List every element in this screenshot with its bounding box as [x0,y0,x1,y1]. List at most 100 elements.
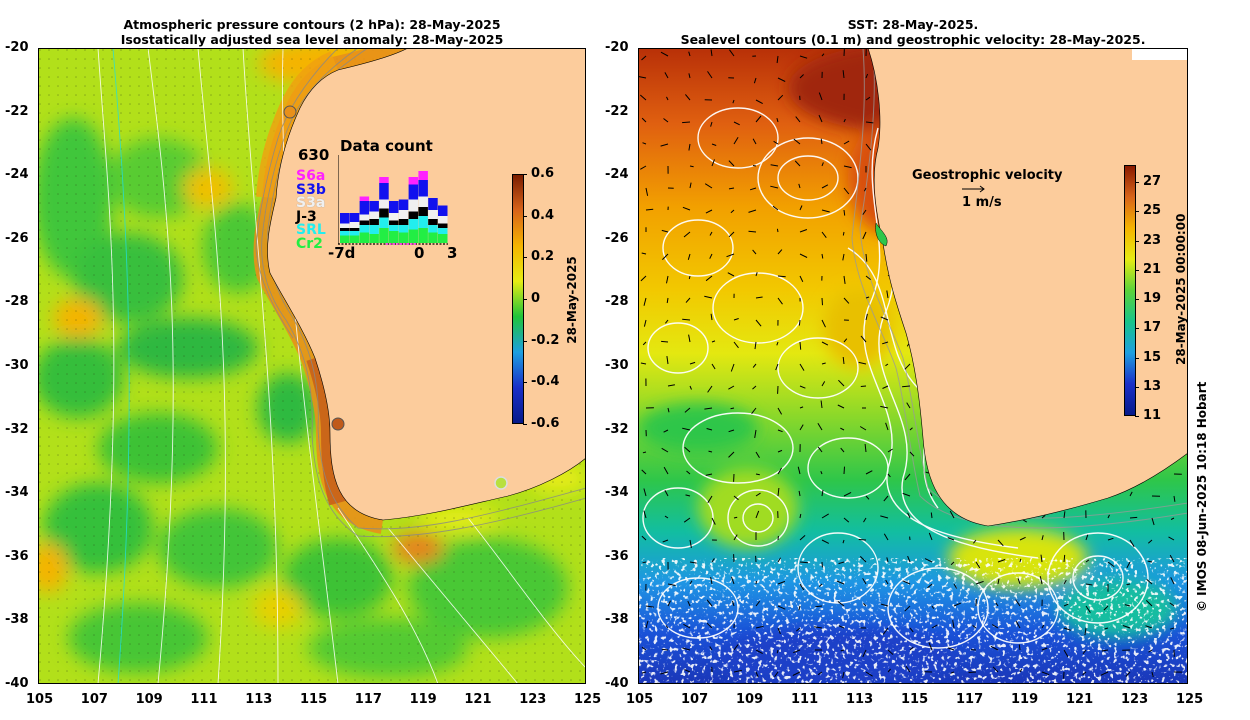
colorbar-tick-label: 25 [1143,203,1162,219]
velocity-vector [689,561,697,564]
latitude-tick-label: -30 [605,358,629,373]
histogram-bar-segment [428,210,438,219]
velocity-vector [733,516,738,519]
velocity-vector [1168,536,1175,541]
velocity-vector [859,556,867,563]
velocity-vector [777,580,786,585]
velocity-vector [642,561,647,564]
histogram-bar-segment [438,234,448,243]
velocity-vector [706,622,713,629]
velocity-vector [821,341,829,346]
tide-gauge-marker [283,105,297,119]
velocity-vector [928,642,933,651]
velocity-vector [792,671,801,676]
longitude-tick-label: 125 [574,692,602,707]
velocity-vector [843,466,845,475]
velocity-vector [821,362,826,365]
longitude-tick-label: 115 [901,692,929,707]
longitude-tick-label: 123 [1121,692,1149,707]
histogram-bar-segment [349,228,360,231]
velocity-vector [707,385,713,393]
velocity-vector [666,356,669,365]
velocity-vector [755,625,764,629]
velocity-vector [1124,604,1131,607]
latitude-tick-label: -40 [5,676,29,691]
velocity-vector [664,490,669,497]
velocity-vector [752,385,757,390]
velocity-vector [688,143,691,151]
velocity-vector [711,558,715,563]
velocity-vector [710,313,713,321]
velocity-vector [821,209,830,213]
copyright-notice: © IMOS 08-Jun-2025 10:18 Hobart [1195,381,1209,612]
velocity-vector [865,313,868,321]
velocity-vector [821,231,827,239]
velocity-vector [902,580,911,585]
histogram-bar-segment [359,196,370,201]
velocity-vector [709,646,713,651]
velocity-vector [818,92,823,101]
velocity-vector [843,491,852,497]
histogram-bar-segment [398,199,409,210]
velocity-vector [821,319,826,328]
velocity-vector [776,55,779,64]
velocity-vector [865,253,868,262]
latitude-tick-label: -28 [5,294,29,310]
histogram-bar-segment [389,231,399,243]
sea-level-anomaly-map [38,48,586,684]
sea-level-colorbar-label: 28-May-2025 [565,256,579,344]
velocity-vector [814,626,823,629]
histogram-bar-segment [408,219,419,230]
velocity-vector [799,535,806,541]
velocity-vector [799,55,808,59]
colorbar-tick-label: 27 [1143,174,1162,189]
longitude-tick-label: 111 [190,692,218,707]
velocity-vector [755,473,760,476]
velocity-vector [1085,559,1090,563]
histogram-bar-segment [408,177,419,185]
velocity-vector [688,73,691,79]
sea-level-anomaly-map-graphic [38,48,586,684]
velocity-vector [755,671,759,678]
velocity-vector [706,599,713,607]
velocity-vector [777,449,783,453]
tide-gauge-marker [331,417,345,431]
right-map-title: SST: 28-May-2025. Sealevel contours (0.1… [638,17,1188,47]
latitude-tick-label: -32 [5,421,29,437]
velocity-vector [732,600,735,607]
velocity-vector [886,290,889,299]
velocity-vector [704,295,713,299]
velocity-vector [972,625,977,629]
velocity-vector [820,400,823,409]
histogram-bar-segment [340,228,350,231]
histogram-bar-segment [349,231,360,236]
histogram-bar-segment [389,213,399,221]
longitude-tick-label: 119 [409,692,437,707]
latitude-tick-label: -20 [605,40,629,55]
histogram-bar-segment [340,231,350,236]
data-count-axis-end: 3 [447,244,458,262]
latitude-tick-label: -26 [605,230,629,246]
velocity-vector [689,361,696,365]
colorbar-tick-label: 0.2 [531,249,555,265]
velocity-vector [930,512,933,519]
colorbar-tick-label: 19 [1143,291,1162,306]
latitude-tick-label: -40 [605,676,629,691]
velocity-vector [777,467,783,475]
velocity-vector [777,627,781,635]
velocity-vector [1145,600,1153,607]
velocity-vector [1063,649,1069,658]
colorbar-tick-mark [1135,357,1139,359]
velocity-vector [728,187,735,190]
histogram-bar-segment [438,223,448,228]
velocity-vector [952,620,955,629]
velocity-vector [667,583,676,586]
velocity-vector [1151,517,1155,526]
velocity-vector [1145,625,1153,629]
velocity-vector [664,515,669,519]
latitude-tick-label: -24 [5,167,29,183]
velocity-vector [817,671,823,676]
histogram-bar-segment [359,201,370,215]
velocity-vector [860,335,867,343]
velocity-vector [755,580,757,585]
